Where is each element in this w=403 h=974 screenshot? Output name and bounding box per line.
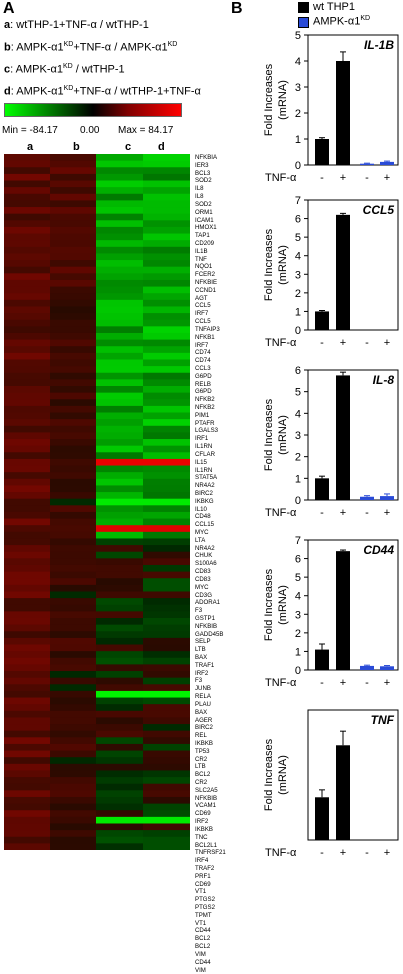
bar-wt-1 xyxy=(336,745,350,840)
tnf-sign: + xyxy=(384,847,390,859)
chart-title: TNF xyxy=(371,713,395,727)
gene-label: PTGS2 xyxy=(195,904,245,912)
gene-label: TPMT xyxy=(195,912,245,920)
tnf-row-label: TNF-α xyxy=(265,847,297,859)
tnf-sign: - xyxy=(320,847,324,859)
gene-label: VIM xyxy=(195,967,245,974)
bar-chart-tnf: Fold Increases(mRNA) TNF TNF-α - + - + xyxy=(0,0,403,864)
tnf-sign: + xyxy=(340,847,346,859)
gene-label: PRF1 xyxy=(195,873,245,881)
gene-label: CD44 xyxy=(195,927,245,935)
bar-wt-0 xyxy=(315,797,329,840)
gene-label: VT1 xyxy=(195,888,245,896)
gene-label: PTGS2 xyxy=(195,896,245,904)
gene-label: BCL2 xyxy=(195,943,245,951)
tnf-sign: - xyxy=(365,847,369,859)
y-axis-label: Fold Increases(mRNA) xyxy=(263,738,289,811)
gene-label: BCL2 xyxy=(195,935,245,943)
gene-label: VT1 xyxy=(195,920,245,928)
gene-label: VIM xyxy=(195,951,245,959)
gene-label: TRAF2 xyxy=(195,865,245,873)
gene-label: CD69 xyxy=(195,881,245,889)
gene-label: CD44 xyxy=(195,959,245,967)
